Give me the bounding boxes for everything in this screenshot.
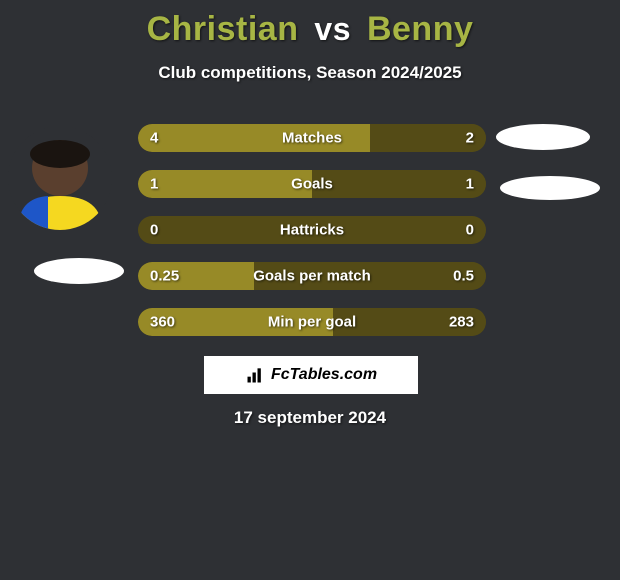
stat-right-value: 2 [466, 130, 474, 147]
stat-right-value: 1 [466, 176, 474, 193]
stat-row-goals: 1 Goals 1 [138, 170, 486, 198]
stat-left-value: 360 [150, 314, 175, 331]
stat-label: Matches [282, 130, 342, 147]
bar-fill-right [312, 170, 486, 198]
stat-right-value: 283 [449, 314, 474, 331]
stat-right-value: 0.5 [453, 268, 474, 285]
vs-text: vs [308, 11, 357, 47]
stat-right-value: 0 [466, 222, 474, 239]
stat-label: Hattricks [280, 222, 344, 239]
player1-name: Christian [147, 10, 299, 48]
stat-row-matches: 4 Matches 2 [138, 124, 486, 152]
stat-left-value: 0.25 [150, 268, 179, 285]
comparison-title: Christian vs Benny [0, 0, 620, 49]
stat-label: Goals per match [253, 268, 371, 285]
fctables-badge: FcTables.com [204, 356, 418, 394]
stat-label: Goals [291, 176, 333, 193]
stat-bars: 4 Matches 2 1 Goals 1 0 Hattricks 0 0.25… [138, 124, 486, 354]
subtitle: Club competitions, Season 2024/2025 [0, 63, 620, 83]
player1-flag [34, 258, 124, 284]
stat-row-gpm: 0.25 Goals per match 0.5 [138, 262, 486, 290]
stat-row-mpg: 360 Min per goal 283 [138, 308, 486, 336]
bar-fill-left [138, 170, 312, 198]
stat-row-hattricks: 0 Hattricks 0 [138, 216, 486, 244]
stat-left-value: 1 [150, 176, 158, 193]
fctables-label: FcTables.com [271, 366, 377, 384]
stat-left-value: 0 [150, 222, 158, 239]
player2-flag-2 [500, 176, 600, 200]
player2-flag-1 [496, 124, 590, 150]
date: 17 september 2024 [0, 408, 620, 428]
stat-left-value: 4 [150, 130, 158, 147]
player1-avatar [8, 126, 112, 230]
bar-chart-icon [245, 365, 265, 385]
player2-name: Benny [367, 10, 473, 48]
stat-label: Min per goal [268, 314, 356, 331]
